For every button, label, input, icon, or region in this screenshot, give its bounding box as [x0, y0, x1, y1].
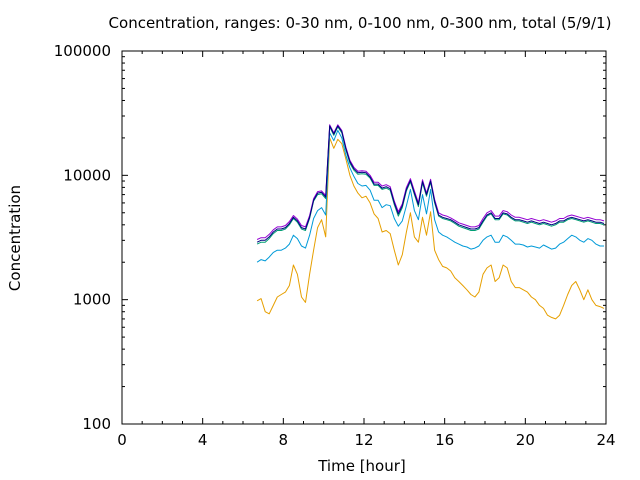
x-tick-label: 8 [279, 431, 289, 449]
series-line-3 [256, 126, 605, 245]
plot-area [121, 50, 607, 425]
x-tick-label: 16 [435, 431, 454, 449]
x-tick-label: 4 [198, 431, 208, 449]
series-group [256, 124, 605, 320]
series-line-4 [256, 124, 605, 240]
x-tick-label: 12 [354, 431, 373, 449]
series-line-5 [256, 125, 605, 243]
x-axis-label: Time [hour] [317, 457, 406, 475]
axis-tick-labels: 0 4 8 12 16 20 24 100 1000 10000 100000 [54, 42, 616, 449]
x-tick-label: 24 [596, 431, 615, 449]
y-tick-label: 100000 [54, 42, 111, 60]
axis-ticks [121, 50, 607, 425]
x-tick-label: 20 [516, 431, 535, 449]
y-tick-label: 100 [82, 415, 111, 433]
y-tick-label: 10000 [63, 166, 111, 184]
y-axis-label: Concentration [6, 185, 24, 291]
series-line-2 [256, 129, 604, 263]
x-tick-label: 0 [117, 431, 127, 449]
y-tick-label: 1000 [73, 291, 111, 309]
series-line-1 [256, 137, 605, 320]
chart-title: Concentration, ranges: 0-30 nm, 0-100 nm… [109, 14, 612, 32]
